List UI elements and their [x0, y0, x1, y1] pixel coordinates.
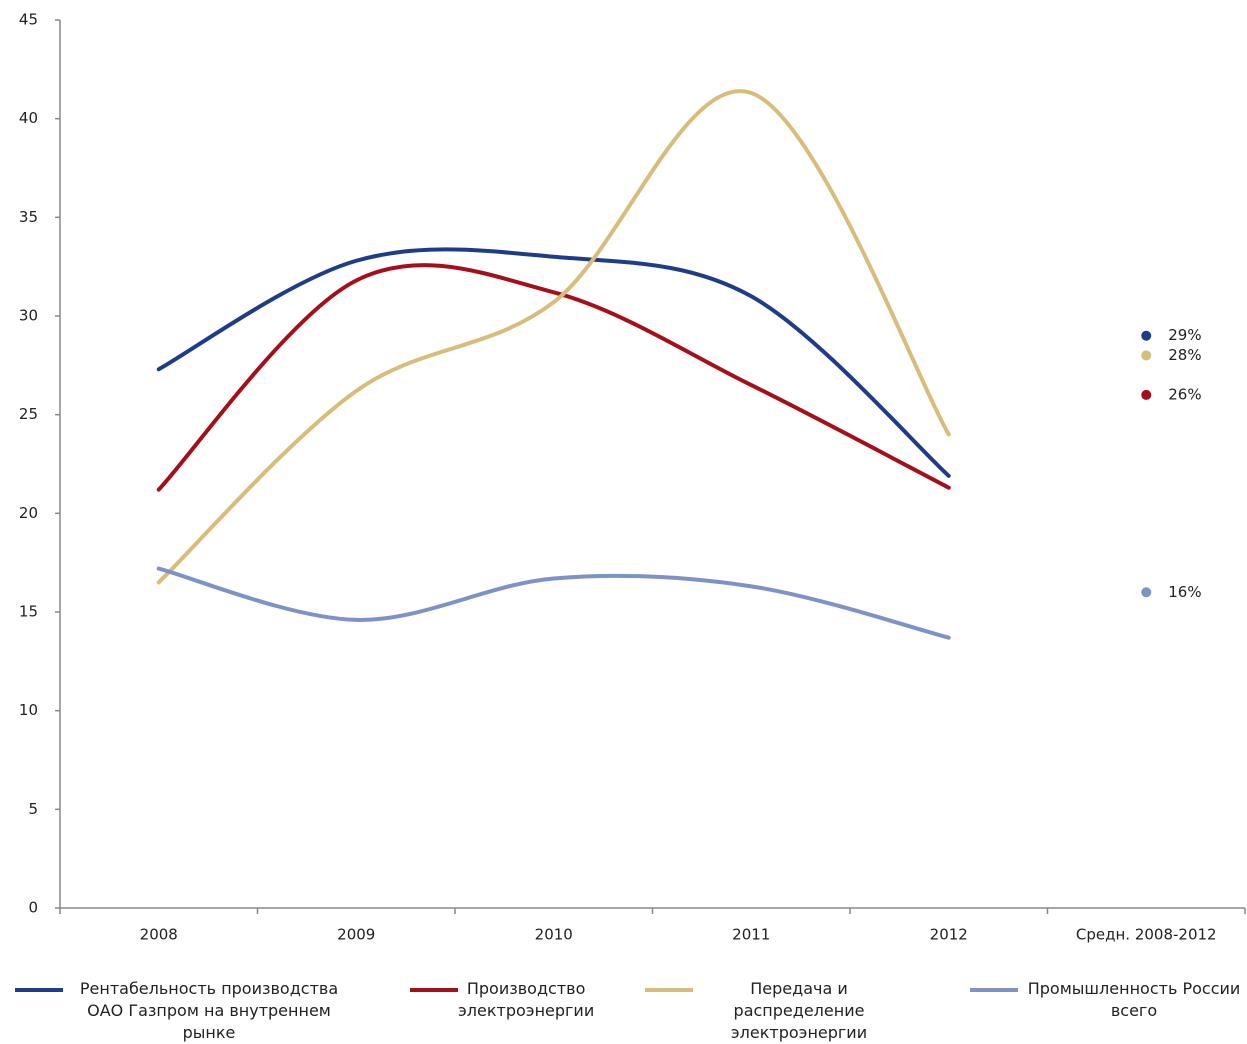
- x-tick-label: 2012: [930, 926, 968, 944]
- y-tick-label: 45: [19, 11, 38, 29]
- x-tick-label: 2011: [732, 926, 770, 944]
- legend-item: Передача и распределение электроэнергии: [645, 978, 905, 1044]
- chart: 0 5 10 15 20 25 30 35 40 45 2008 2009 2010 2011 2012 Ср…: [19, 11, 1246, 944]
- average-dot: [1141, 587, 1152, 598]
- y-tick-label: 35: [19, 208, 38, 226]
- y-tick-label: 30: [19, 307, 38, 325]
- x-tick-label: 2010: [535, 926, 573, 944]
- x-tick-label: 2008: [140, 926, 178, 944]
- average-label: 28%: [1168, 346, 1201, 364]
- legend-item: Рентабельность производства ОАО Газпром …: [15, 978, 355, 1044]
- legend-label: Передача и распределение электроэнергии: [730, 979, 868, 1042]
- x-tick-label: Средн. 2008-2012: [1076, 926, 1217, 944]
- series-line: [156, 247, 951, 478]
- legend-label: Рентабельность производства ОАО Газпром …: [79, 979, 339, 1042]
- legend-swatch: [410, 988, 458, 992]
- legend-swatch: [970, 988, 1018, 992]
- legend-item: Промышленность России всего: [970, 978, 1247, 1022]
- legend-item: Производство электроэнергии: [410, 978, 594, 1022]
- legend: Рентабельность производства ОАО Газпром …: [0, 978, 1247, 1042]
- y-tick-label: 20: [19, 504, 38, 522]
- average-label: 16%: [1168, 583, 1201, 601]
- x-tick-label: 2009: [337, 926, 375, 944]
- y-tick-label: 40: [19, 109, 38, 127]
- y-tick-label: 5: [28, 800, 38, 818]
- y-tick-label: 10: [19, 701, 38, 719]
- legend-label: Промышленность России всего: [1027, 979, 1241, 1020]
- average-label: 29%: [1168, 326, 1201, 344]
- y-tick-label: 25: [19, 405, 38, 423]
- legend-label: Производство электроэнергии: [458, 979, 595, 1020]
- series-line: [156, 566, 951, 640]
- average-dot: [1141, 330, 1152, 341]
- legend-swatch: [645, 988, 693, 992]
- series-line: [156, 263, 951, 492]
- y-tick-label: 15: [19, 603, 38, 621]
- legend-swatch: [15, 988, 63, 992]
- average-dot: [1141, 389, 1152, 400]
- average-label: 26%: [1168, 385, 1201, 403]
- series-line: [156, 89, 951, 585]
- y-tick-label: 0: [28, 899, 38, 917]
- average-dot: [1141, 350, 1152, 361]
